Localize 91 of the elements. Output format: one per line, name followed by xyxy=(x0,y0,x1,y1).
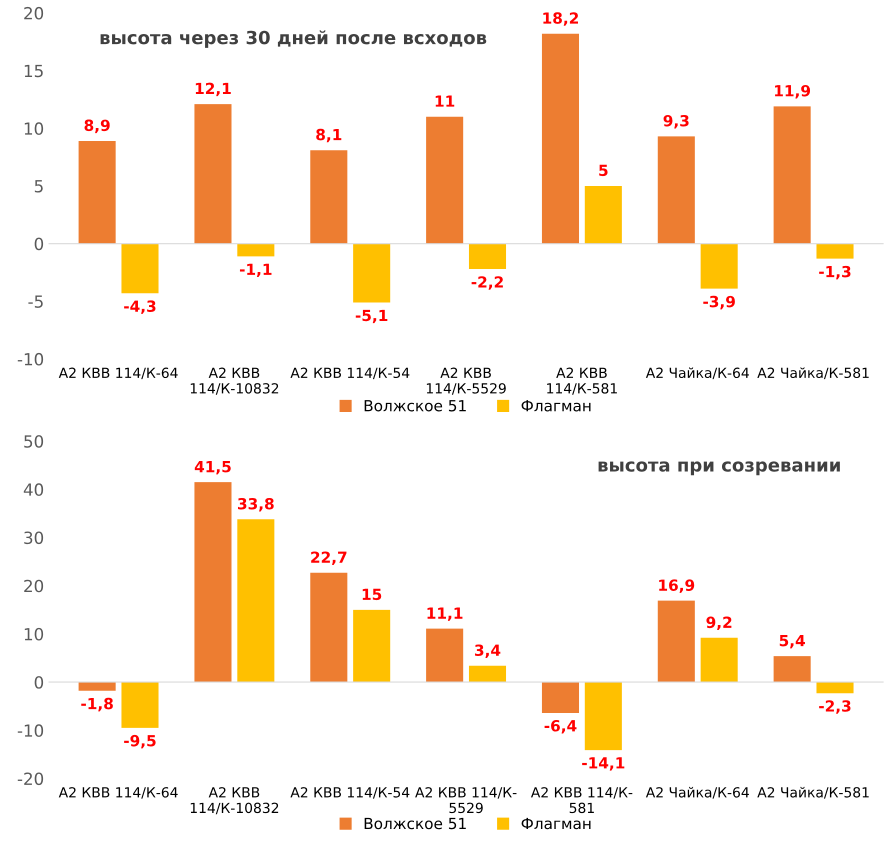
bar xyxy=(658,600,695,682)
bar xyxy=(310,150,348,244)
bar xyxy=(700,638,738,682)
bar xyxy=(468,666,506,682)
data-label: 11,9 xyxy=(775,84,810,98)
data-label: 22,7 xyxy=(311,551,346,565)
bar xyxy=(194,482,232,682)
data-label: 15 xyxy=(362,588,382,600)
y-tick-label: 15 xyxy=(24,64,43,78)
y-tick-label: 10 xyxy=(24,122,44,135)
x-tick-label: А2 КВВ 114/К-5529 xyxy=(426,368,506,395)
x-tick-label: А2 Чайка/К-581 xyxy=(757,367,869,380)
x-tick-label: А2 Чайка/К-64 xyxy=(646,367,749,380)
x-tick-label: А2 КВВ 114/К-10832 xyxy=(190,368,278,395)
bar xyxy=(353,244,390,302)
text: высота через 30 дней после всходов xyxy=(100,30,486,48)
y-tick-label: 5 xyxy=(34,180,43,193)
data-label: 9,2 xyxy=(706,616,732,630)
bar xyxy=(774,656,811,682)
data-label: 8,9 xyxy=(84,120,110,134)
bar xyxy=(542,34,580,244)
bar xyxy=(426,628,464,682)
data-label: -3,9 xyxy=(703,296,735,310)
x-tick-label: А2 КВВ 114/К-54 xyxy=(290,368,410,380)
data-label: 9,3 xyxy=(664,114,689,128)
legend-label: Флагман xyxy=(522,818,590,830)
x-tick-label: А2 Чайка/К-581 xyxy=(757,786,869,799)
y-tick-label: -5 xyxy=(28,295,43,308)
bar xyxy=(774,106,811,244)
y-tick-label: 50 xyxy=(24,435,44,448)
bar xyxy=(353,610,390,682)
data-label: -4,3 xyxy=(124,300,156,314)
bar xyxy=(658,136,695,244)
bar xyxy=(121,244,159,294)
y-tick-label: 10 xyxy=(24,628,44,640)
data-label: 16,9 xyxy=(659,579,694,593)
data-label: -1,8 xyxy=(81,698,113,712)
y-tick-label: -10 xyxy=(18,724,44,737)
data-label: -1,3 xyxy=(819,266,850,280)
bar xyxy=(78,140,116,244)
y-tick-label: 20 xyxy=(24,6,44,20)
x-tick-label: А2 КВВ 114/К- 581 xyxy=(530,787,632,814)
legend-label: Флагман xyxy=(522,400,590,412)
x-tick-label: А2 КВВ 114/К-64 xyxy=(58,368,178,380)
y-tick-label: 0 xyxy=(34,238,44,250)
bar xyxy=(816,682,854,694)
data-label: 3,4 xyxy=(474,644,500,658)
data-label: 11 xyxy=(436,96,454,107)
bar xyxy=(78,682,116,691)
data-label: -6,4 xyxy=(544,720,576,734)
data-label: -2,3 xyxy=(819,700,850,714)
data-label: -1,1 xyxy=(240,264,272,278)
data-label: 33,8 xyxy=(238,498,274,512)
bar xyxy=(237,244,274,256)
data-label: 12,1 xyxy=(196,82,231,96)
y-tick-label: 0 xyxy=(34,676,44,689)
bar xyxy=(310,572,348,682)
legend-label: Волжское 51 xyxy=(364,818,466,830)
data-label: 41,5 xyxy=(194,461,231,474)
y-tick-label: -20 xyxy=(18,772,44,786)
bar xyxy=(584,682,622,750)
data-label: -5,1 xyxy=(356,310,388,324)
data-label: 18,2 xyxy=(543,12,578,26)
data-label: -14,1 xyxy=(582,757,624,771)
bar xyxy=(237,519,274,682)
bar xyxy=(700,244,738,289)
y-tick-label: -10 xyxy=(18,352,44,366)
bar xyxy=(584,186,622,244)
bar xyxy=(426,116,464,244)
data-label: 11,1 xyxy=(428,608,462,621)
data-label: -9,5 xyxy=(124,734,156,748)
y-tick-label: 40 xyxy=(24,483,44,496)
text: высота при созревании xyxy=(598,461,840,476)
y-tick-label: 20 xyxy=(24,580,44,592)
x-tick-label: А2 КВВ 114/К-64 xyxy=(58,787,178,799)
data-label: -2,2 xyxy=(472,276,503,290)
data-label: 8,1 xyxy=(316,128,342,142)
y-tick-label: 30 xyxy=(24,532,44,544)
bar xyxy=(816,244,854,259)
x-tick-label: А2 Чайка/К-64 xyxy=(646,786,749,799)
bar xyxy=(121,682,159,728)
x-tick-label: А2 КВВ 114/К-54 xyxy=(290,787,410,799)
data-label: 5 xyxy=(599,164,608,176)
bar xyxy=(542,682,580,713)
legend-label: Волжское 51 xyxy=(364,400,466,412)
x-tick-label: А2 КВВ 114/К-581 xyxy=(547,368,617,395)
bar xyxy=(468,244,506,270)
x-tick-label: А2 КВВ 114/К-10832 xyxy=(190,787,278,814)
bar xyxy=(194,104,232,244)
x-tick-label: А2 КВВ 114/К- 5529 xyxy=(415,787,516,814)
data-label: 5,4 xyxy=(780,635,805,648)
